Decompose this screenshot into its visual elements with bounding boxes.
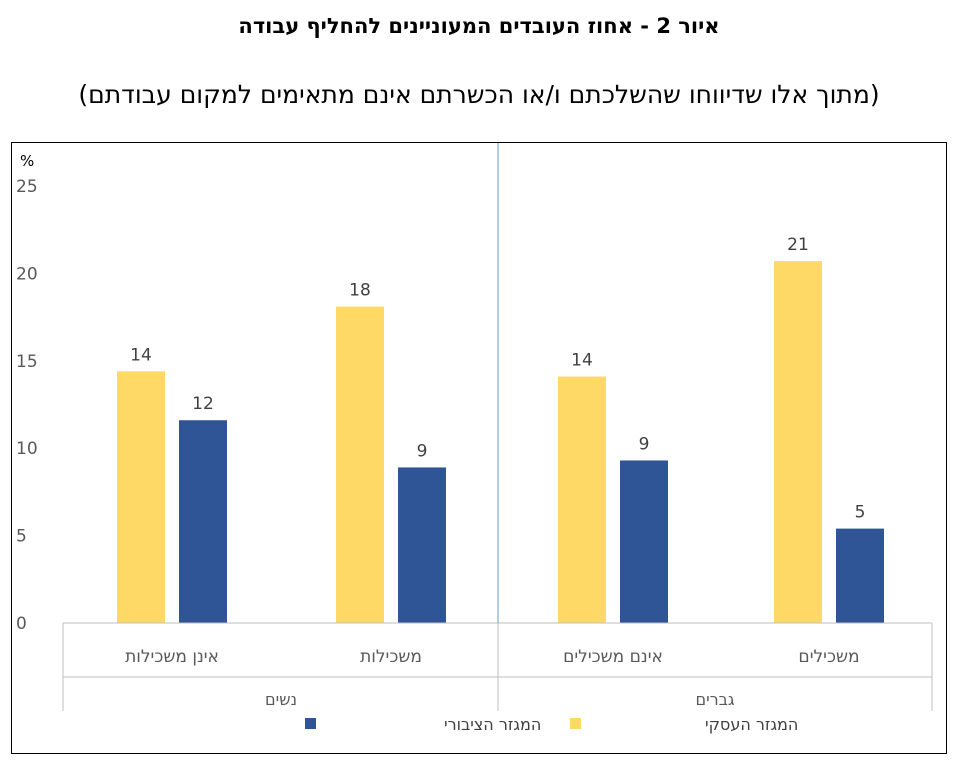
chart-title: איור 2 - אחוז העובדים המעוניינים להחליף … (238, 14, 720, 38)
bar-public (836, 528, 884, 623)
y-axis-unit: % (20, 152, 34, 170)
bar-public (179, 420, 227, 623)
legend-label-public: המגזר הציבורי (444, 715, 541, 734)
y-tick-label: 25 (16, 177, 38, 197)
legend-swatch-business (570, 718, 581, 729)
bar-public (398, 467, 446, 623)
chart-subtitle: (מתוך אלו שדיווחו שהשלכתם ו/או הכשרתם אי… (78, 80, 880, 109)
data-label: 12 (192, 394, 214, 414)
data-label: 9 (417, 441, 428, 461)
data-label: 18 (349, 281, 371, 301)
legend-swatch-public (305, 718, 316, 729)
x-category-label: משכילים (798, 647, 859, 667)
x-category-label: אינן משכילות (125, 647, 219, 667)
x-category-label: משכילות (360, 647, 422, 667)
x-group-label: נשים (265, 690, 297, 709)
data-label: 5 (855, 503, 866, 523)
data-label: 14 (130, 345, 152, 365)
bar-business (774, 261, 822, 623)
x-category-label: אינם משכילים (563, 647, 663, 667)
y-tick-label: 5 (16, 527, 27, 547)
legend-label-business: המגזר העסקי (705, 715, 798, 734)
bar-business (336, 306, 384, 623)
bar-public (620, 460, 668, 623)
y-tick-label: 10 (16, 439, 38, 459)
data-label: 21 (787, 235, 809, 255)
data-label: 9 (639, 434, 650, 454)
y-tick-label: 0 (16, 614, 27, 634)
chart-frame (11, 142, 947, 754)
data-label: 14 (571, 351, 593, 371)
bar-business (558, 376, 606, 623)
y-tick-label: 20 (16, 264, 38, 284)
bar-business (117, 371, 165, 623)
x-group-label: גברים (695, 690, 734, 709)
y-tick-label: 15 (16, 352, 38, 372)
